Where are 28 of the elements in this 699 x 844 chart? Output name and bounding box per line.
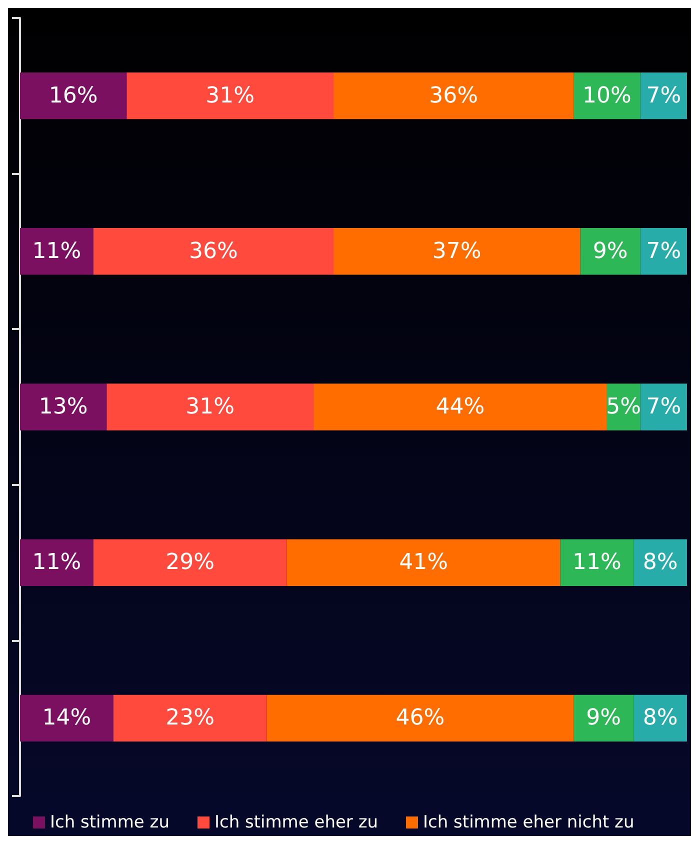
data-label: 7% <box>646 238 682 264</box>
data-label: 7% <box>646 83 682 108</box>
data-label: 11% <box>572 550 622 576</box>
data-label: 8% <box>642 706 678 731</box>
data-label: 29% <box>166 550 215 576</box>
data-label: 9% <box>586 706 622 731</box>
data-label: 5% <box>606 394 642 420</box>
data-label: 11% <box>32 550 82 576</box>
data-label: 36% <box>429 83 478 108</box>
data-label: 13% <box>38 394 88 420</box>
legend-label: Ich stimme eher zu <box>214 812 378 832</box>
data-label: 36% <box>188 238 238 264</box>
data-label: 7% <box>646 394 682 420</box>
data-label: 37% <box>432 238 482 264</box>
data-label: 41% <box>399 550 448 576</box>
data-label: 46% <box>396 706 445 731</box>
legend-label: Ich stimme eher nicht zu <box>423 812 634 832</box>
data-label: 16% <box>48 83 98 108</box>
data-label: 14% <box>42 706 92 731</box>
data-label: 44% <box>436 394 485 420</box>
data-label: 31% <box>206 83 255 108</box>
data-label: 8% <box>642 550 678 576</box>
data-label: 9% <box>592 238 628 264</box>
data-label: 11% <box>32 238 82 264</box>
legend-label: Ich stimme zu <box>50 812 170 832</box>
data-label: 31% <box>186 394 235 420</box>
data-label: 23% <box>166 706 215 731</box>
data-label: 10% <box>582 83 632 108</box>
